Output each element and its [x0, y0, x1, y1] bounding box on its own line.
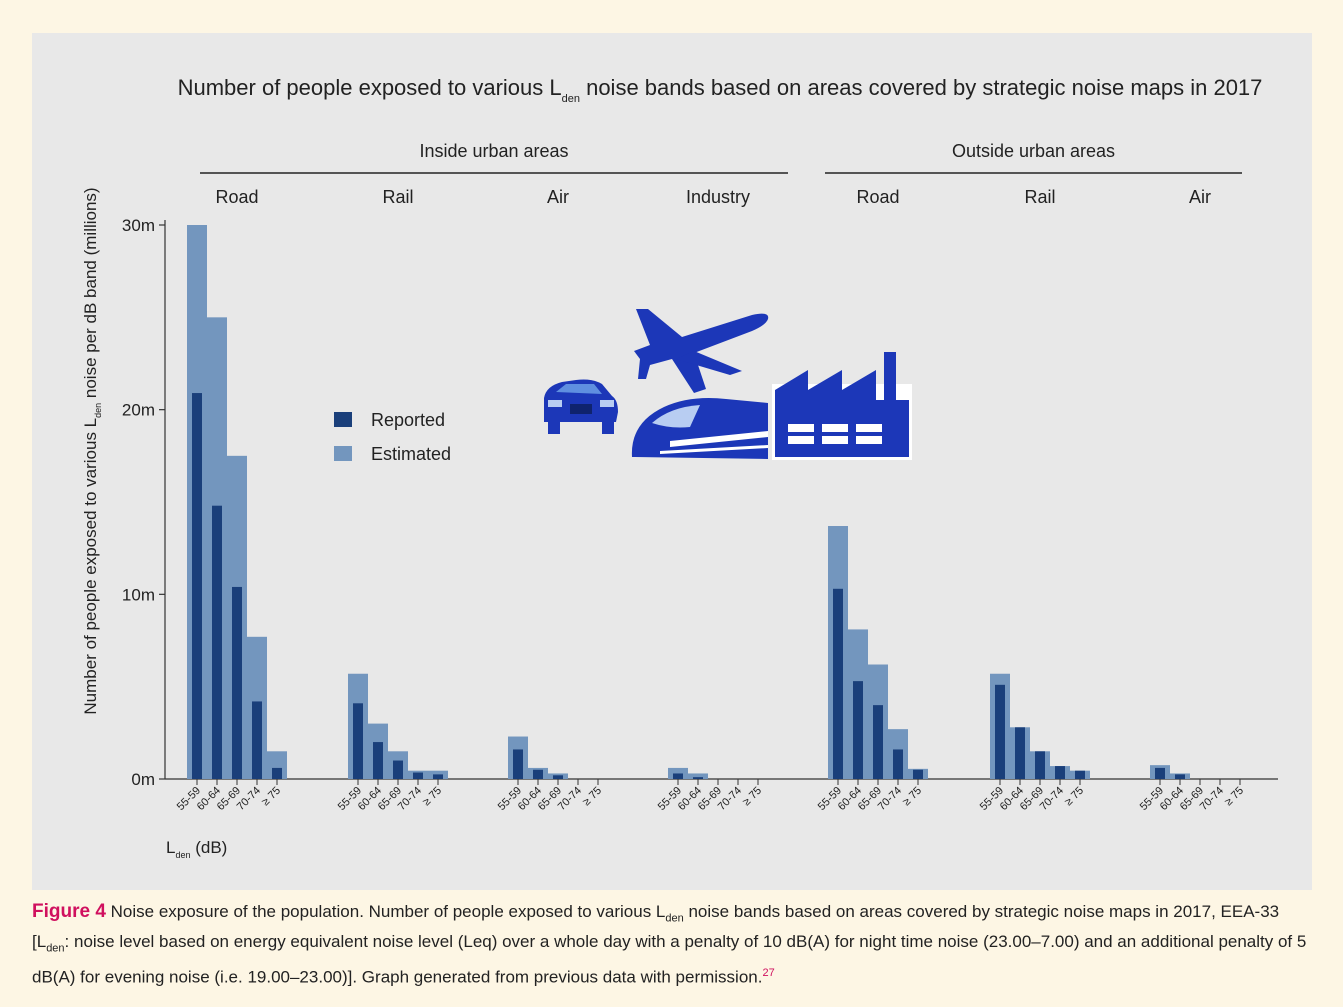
legend-swatch-reported: [334, 412, 352, 427]
group-label: Road: [856, 187, 899, 207]
chart: Number of people exposed to various Lden…: [32, 33, 1312, 890]
figure-label: Figure 4: [32, 901, 106, 922]
bars-layer: [187, 225, 1190, 779]
y-axis-label: Number of people exposed to various Lden…: [81, 187, 103, 714]
bar-reported: [393, 760, 403, 779]
chart-title-rest: noise bands based on areas covered by st…: [580, 75, 1262, 100]
area-header-label: Inside urban areas: [419, 141, 568, 161]
chart-title: Number of people exposed to various Lden…: [178, 75, 1263, 105]
bar-reported: [272, 767, 282, 779]
bar-reported: [413, 772, 423, 779]
legend: Reported Estimated: [334, 410, 451, 464]
bar-reported: [212, 505, 222, 779]
bar-reported: [995, 684, 1005, 779]
caption-text-2: noise bands based on areas covered by st…: [32, 902, 1280, 952]
y-tick-label: 20m: [122, 401, 155, 420]
legend-swatch-estimated: [334, 446, 352, 461]
figure-caption: Figure 4 Noise exposure of the populatio…: [32, 900, 1312, 989]
bar-reported: [833, 588, 843, 779]
bar-reported: [853, 681, 863, 779]
x-axis-label-main: L: [166, 838, 175, 857]
group-label: Rail: [1024, 187, 1055, 207]
train-icon: [631, 398, 768, 459]
bar-reported: [893, 749, 903, 779]
y-tick-label: 30m: [122, 216, 155, 235]
bar-reported: [1175, 774, 1185, 779]
area-header-label: Outside urban areas: [952, 141, 1115, 161]
y-tick-label: 10m: [122, 585, 155, 604]
bar-reported: [913, 769, 923, 779]
airplane-icon: [634, 309, 769, 393]
group-label: Air: [547, 187, 569, 207]
y-axis-label-main: Number of people exposed to various L: [81, 418, 100, 715]
bar-reported: [533, 769, 543, 779]
bar-reported: [1155, 767, 1165, 779]
bar-reported: [373, 742, 383, 779]
bar-reported: [513, 749, 523, 779]
bar-reported: [192, 393, 202, 779]
caption-text-1: Noise exposure of the population. Number…: [105, 902, 666, 921]
x-axis-label-sub: den: [175, 850, 190, 860]
bar-estimated: [688, 773, 708, 779]
bar-reported: [1035, 751, 1045, 779]
x-axis-label: Lden (dB): [166, 838, 227, 860]
bar-reported: [232, 586, 242, 779]
x-axis-label-rest: (dB): [191, 838, 228, 857]
bar-reported: [673, 773, 683, 779]
bar-reported: [693, 777, 703, 779]
bar-reported: [433, 774, 443, 779]
group-label: Industry: [686, 187, 750, 207]
chart-title-main: Number of people exposed to various L: [178, 75, 562, 100]
chart-panel: Number of people exposed to various Lden…: [32, 33, 1312, 890]
group-label: Road: [215, 187, 258, 207]
y-axis-label-rest: noise per dB band (millions): [81, 187, 100, 402]
y-tick-label: 0m: [131, 770, 155, 789]
car-icon: [544, 379, 618, 434]
bar-reported: [252, 701, 262, 779]
bar-reported: [1075, 770, 1085, 779]
caption-reference: 27: [762, 966, 775, 979]
group-label: Rail: [382, 187, 413, 207]
caption-text-3: : noise level based on energy equivalent…: [32, 932, 1307, 987]
caption-sub-1: den: [665, 912, 684, 925]
group-label: Air: [1189, 187, 1211, 207]
bar-reported: [1015, 727, 1025, 779]
chart-title-sub: den: [562, 93, 580, 105]
caption-sub-2: den: [46, 942, 65, 955]
bar-reported: [553, 775, 563, 779]
factory-icon: [772, 352, 912, 460]
bar-reported: [1055, 766, 1065, 779]
y-axis-label-sub: den: [93, 403, 103, 418]
bar-reported: [873, 705, 883, 779]
bar-estimated: [668, 767, 688, 779]
bar-reported: [353, 703, 363, 779]
legend-label-estimated: Estimated: [371, 444, 451, 464]
legend-label-reported: Reported: [371, 410, 445, 430]
